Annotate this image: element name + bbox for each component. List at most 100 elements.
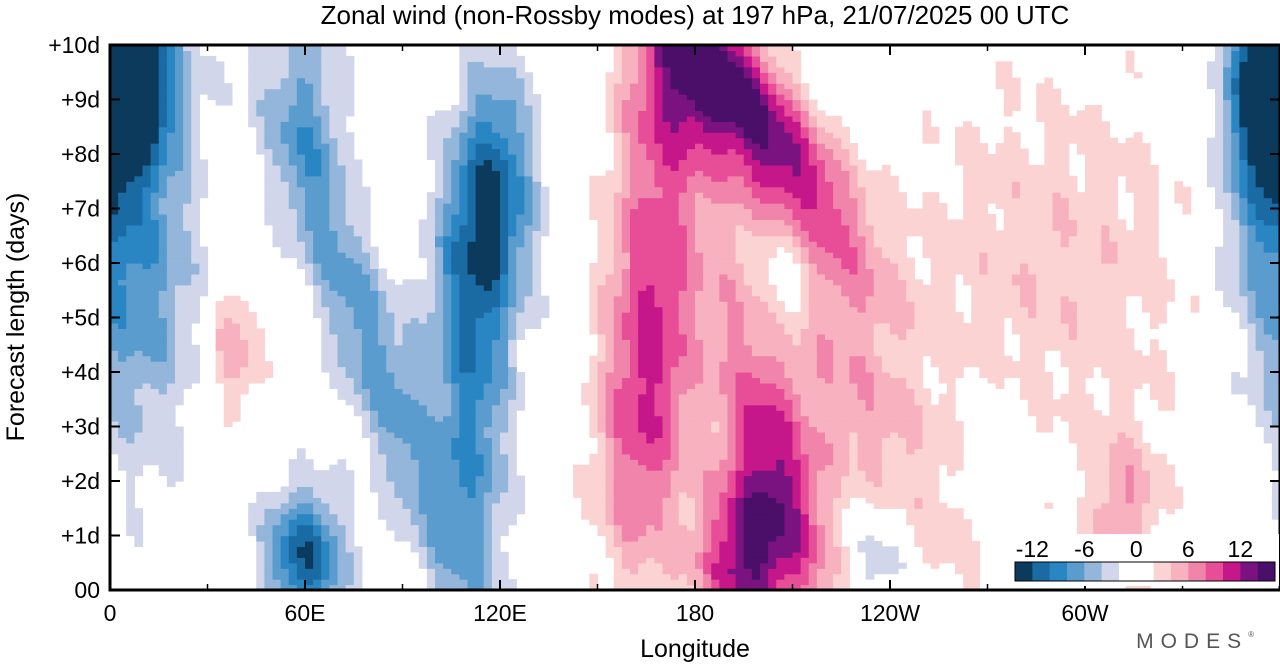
field-cell [662,273,672,280]
field-cell [231,382,241,389]
field-cell [467,121,477,128]
field-cell [296,241,306,248]
field-cell [597,197,607,204]
field-cell [662,442,672,449]
field-cell [175,426,184,433]
field-cell [418,459,428,466]
field-cell [134,263,144,270]
field-cell [313,279,322,286]
field-cell [378,470,387,477]
field-cell [272,175,282,182]
field-cell [166,83,176,90]
field-cell [402,421,412,428]
field-cell [686,530,696,537]
field-cell [508,464,517,471]
field-cell [613,557,623,564]
field-cell [166,132,176,139]
field-cell [435,208,444,215]
field-cell [394,421,404,428]
field-cell [321,263,330,270]
field-cell [370,426,379,433]
field-cell [394,350,404,357]
field-cell [191,143,200,150]
field-cell [240,301,249,308]
field-cell [475,164,485,171]
field-cell [313,66,322,73]
field-cell [516,94,525,101]
field-cell [491,481,501,488]
field-cell [402,464,412,471]
field-cell [621,252,631,259]
field-cell [361,317,371,324]
field-cell [296,88,306,95]
field-cell [126,295,135,302]
field-cell [638,366,647,373]
field-cell [418,252,428,259]
field-cell [695,513,704,520]
field-cell [638,573,647,580]
field-cell [166,115,176,122]
field-cell [183,339,192,346]
field-cell [467,486,477,493]
field-cell [142,404,152,411]
field-cell [621,551,631,558]
field-cell [670,442,680,449]
field-cell [630,350,639,357]
field-cell [158,284,168,291]
field-cell [435,339,444,346]
field-cell [524,99,534,106]
field-cell [459,464,469,471]
field-cell [353,263,363,270]
field-cell [134,437,144,444]
field-cell [638,295,647,302]
field-cell [621,154,631,161]
field-cell [183,213,192,220]
field-cell [142,312,152,319]
field-cell [345,55,355,62]
field-cell [296,497,306,504]
field-cell [158,301,168,308]
field-cell [426,568,436,575]
field-cell [711,361,720,368]
field-cell [467,415,477,422]
field-cell [313,45,322,52]
field-cell [435,388,444,395]
field-cell [630,224,639,231]
field-cell [394,442,404,449]
field-cell [288,115,298,122]
field-cell [386,290,395,297]
field-cell [589,459,599,466]
field-cell [386,448,395,455]
field-cell [491,584,501,590]
field-cell [703,154,712,161]
field-cell [361,426,371,433]
field-cell [467,306,477,313]
field-cell [435,290,444,297]
field-cell [508,132,517,139]
field-cell [459,45,469,52]
field-cell [678,475,688,482]
field-cell [459,350,469,357]
field-cell [678,273,688,280]
field-cell [402,448,412,455]
field-cell [654,72,664,79]
field-cell [508,459,517,466]
field-cell [443,192,452,199]
field-cell [329,339,339,346]
field-cell [654,562,664,569]
field-cell [443,224,452,231]
field-cell [638,415,647,422]
field-cell [613,497,623,504]
field-cell [613,257,623,264]
field-cell [540,203,550,210]
chart-title: Zonal wind (non-Rossby modes) at 197 hPa… [321,0,1070,30]
field-cell [272,66,282,73]
field-cell [662,421,672,428]
field-cell [646,459,655,466]
field-cell [166,399,176,406]
field-cell [264,121,274,128]
field-cell [638,470,647,477]
field-cell [654,268,664,275]
field-cell [686,213,696,220]
field-cell [378,426,387,433]
